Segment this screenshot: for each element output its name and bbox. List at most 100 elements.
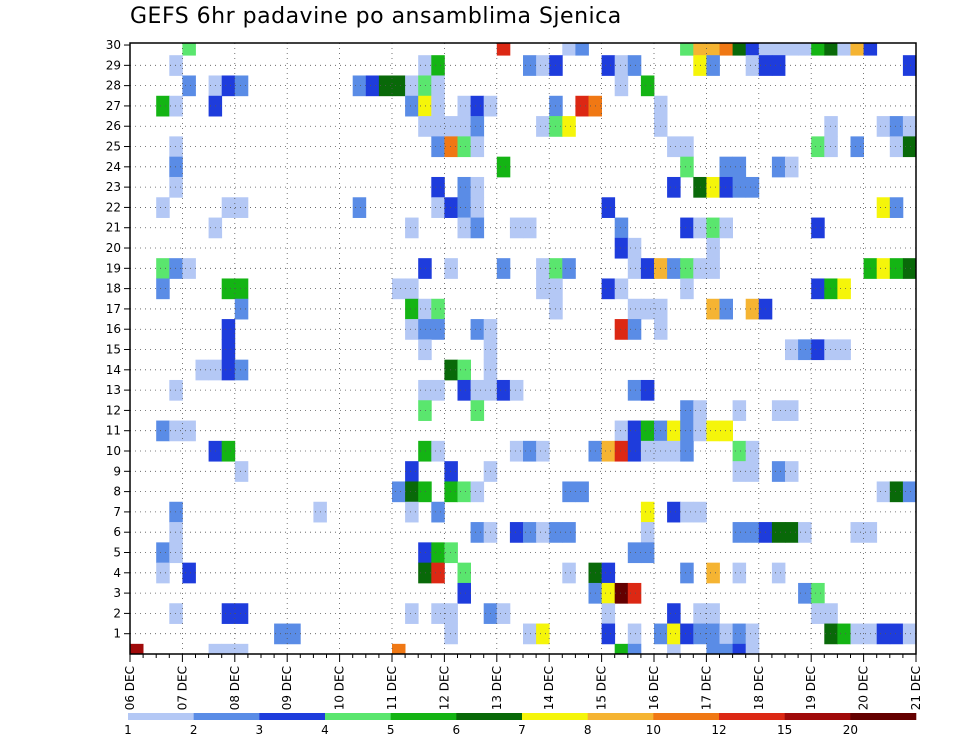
heatmap-cell xyxy=(614,440,629,462)
heatmap-cell xyxy=(457,136,471,158)
heatmap-cell xyxy=(627,55,642,76)
heatmap-cell xyxy=(680,400,694,421)
heatmap-cell xyxy=(732,522,747,543)
legend-level-label: 10 xyxy=(646,723,661,737)
x-tick-label: 14 DEC xyxy=(542,666,556,710)
heatmap-cell xyxy=(732,176,747,198)
heatmap-cell xyxy=(667,258,681,279)
heatmap-cell xyxy=(562,562,576,584)
y-tick-label: 14 xyxy=(106,363,121,377)
heatmap-cell xyxy=(732,440,747,462)
heatmap-cell xyxy=(627,420,642,442)
heatmap-cell xyxy=(706,562,720,584)
legend-level-label: 5 xyxy=(387,723,395,737)
heatmap-cell xyxy=(457,379,471,401)
heatmap-cell xyxy=(889,197,904,218)
y-axis: 1234567891011121314151617181920212223242… xyxy=(106,38,130,641)
heatmap-cell xyxy=(680,258,694,279)
heatmap-cell xyxy=(418,319,432,340)
heatmap-cell xyxy=(680,623,694,645)
heatmap-cell xyxy=(496,379,511,401)
legend-swatch xyxy=(653,713,720,720)
heatmap-cell xyxy=(536,278,550,300)
heatmap-cell xyxy=(418,542,432,564)
heatmap-cell xyxy=(562,481,576,503)
heatmap-cell xyxy=(536,258,550,279)
legend-swatch xyxy=(259,713,326,720)
heatmap-cell xyxy=(444,603,458,624)
heatmap-cell xyxy=(719,156,733,178)
heatmap-cell xyxy=(667,136,681,158)
heatmap-cell xyxy=(182,258,196,279)
heatmap-cell xyxy=(627,440,642,462)
legend-level-label: 12 xyxy=(711,723,726,737)
heatmap-cell xyxy=(850,43,864,56)
y-tick-label: 13 xyxy=(106,383,121,397)
color-legend: 1 2 3 4 5 6 7 8 10 12 15 20 xyxy=(124,713,917,737)
legend-level-label: 20 xyxy=(843,723,858,737)
heatmap-cell xyxy=(352,197,367,218)
heatmap-cell xyxy=(745,440,760,462)
heatmap-cell xyxy=(221,643,236,655)
heatmap-cell xyxy=(811,43,825,56)
heatmap-cell xyxy=(771,43,786,56)
heatmap-cell xyxy=(221,75,236,97)
heatmap-cell xyxy=(418,400,432,421)
heatmap-cell xyxy=(889,136,904,158)
x-tick-label: 19 DEC xyxy=(804,666,818,710)
heatmap-cell xyxy=(732,461,747,482)
heatmap-cell xyxy=(418,55,432,76)
heatmap-cell xyxy=(680,217,694,239)
heatmap-cell xyxy=(418,298,432,320)
heatmap-cell xyxy=(745,43,760,56)
heatmap-cell xyxy=(680,278,694,300)
y-tick-label: 19 xyxy=(106,261,121,275)
heatmap-cell xyxy=(156,542,170,564)
heatmap-cell xyxy=(706,603,720,624)
heatmap-cell xyxy=(496,43,511,56)
heatmap-cell xyxy=(667,603,681,624)
heatmap-cell xyxy=(667,176,681,198)
heatmap-cell xyxy=(169,501,183,523)
y-tick-label: 21 xyxy=(106,221,121,235)
heatmap-cell xyxy=(470,522,485,543)
heatmap-cell xyxy=(536,116,550,137)
x-tick-label: 20 DEC xyxy=(857,666,871,710)
heatmap-cell xyxy=(405,319,419,340)
heatmap-cell xyxy=(627,237,642,259)
x-tick-label: 21 DEC xyxy=(909,666,923,710)
y-tick-label: 23 xyxy=(106,180,121,194)
heatmap-cell xyxy=(470,379,485,401)
heatmap-cell xyxy=(365,75,380,97)
heatmap-cell xyxy=(457,95,471,117)
heatmap-cell xyxy=(850,136,864,158)
heatmap-cell xyxy=(902,116,917,137)
heatmap-cell xyxy=(536,440,550,462)
heatmap-cell xyxy=(431,55,445,76)
heatmap-cell xyxy=(457,176,471,198)
legend-level-label: 6 xyxy=(453,723,461,737)
heatmap-cell xyxy=(431,562,445,584)
heatmap-cell xyxy=(182,75,196,97)
heatmap-cell xyxy=(418,440,432,462)
heatmap-cell xyxy=(575,43,589,56)
heatmap-cell xyxy=(889,481,904,503)
x-tick-label: 18 DEC xyxy=(752,666,766,710)
y-tick-label: 12 xyxy=(106,403,121,417)
heatmap-cell xyxy=(444,623,458,645)
heatmap-cell xyxy=(850,623,864,645)
heatmap-cell xyxy=(405,501,419,523)
y-tick-label: 6 xyxy=(113,525,121,539)
heatmap-cell xyxy=(509,522,524,543)
heatmap-cell xyxy=(234,603,249,624)
heatmap-cell xyxy=(640,440,655,462)
y-tick-label: 16 xyxy=(106,322,121,336)
y-tick-label: 26 xyxy=(106,119,121,133)
heatmap-cell xyxy=(706,298,720,320)
legend-swatch xyxy=(128,713,194,720)
heatmap-cell xyxy=(719,176,733,198)
heatmap-cell xyxy=(287,623,301,645)
heatmap-cell xyxy=(130,643,144,655)
heatmap-cell xyxy=(719,217,733,239)
